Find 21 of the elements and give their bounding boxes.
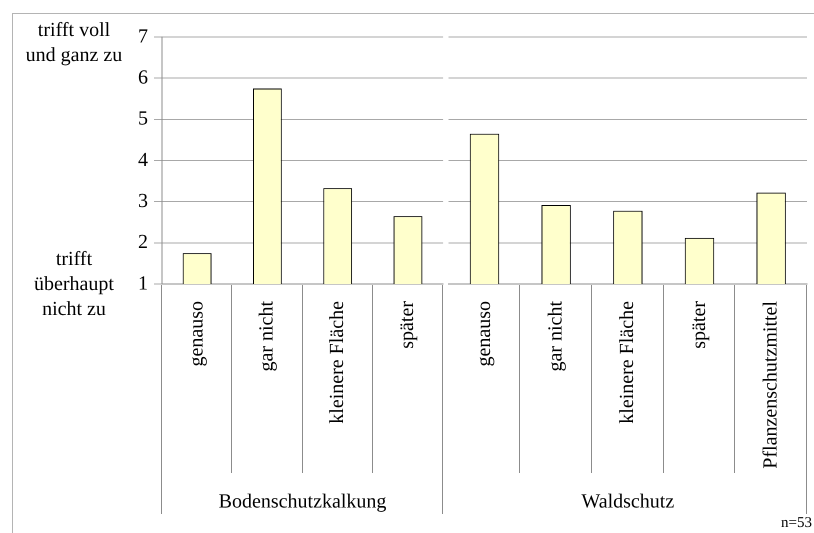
y-tick-label: 7 [138,25,148,48]
x-tick-label: später [688,300,710,349]
x-tick-label: gar nicht [544,300,566,372]
text: trifft voll und ganz zu [24,18,124,68]
y-tick-label: 5 [138,108,148,130]
x-tick-label: genauso [472,301,495,367]
x-tick-label: genauso [185,301,208,367]
x-tick-label: kleinere Fläche [326,300,348,424]
y-tick-label: 1 [138,272,148,294]
text: trifft überhaupt nicht zu [33,246,115,322]
x-axis-title: Waldschutz [581,490,674,512]
y-tick-label: 3 [138,190,148,212]
text: n=53 [781,515,812,532]
x-tick-label: gar nicht [256,300,278,372]
x-axis-title: Bodenschutzkalkung [218,490,386,512]
y-tick-label: 2 [138,231,148,254]
y-tick-label: 6 [138,66,148,88]
y-tick-label: 4 [138,148,148,171]
x-tick-label: kleinere Fläche [616,300,638,424]
x-tick-label: Pflanzenschutzmittel [759,300,782,469]
x-tick-label: später [396,300,418,349]
